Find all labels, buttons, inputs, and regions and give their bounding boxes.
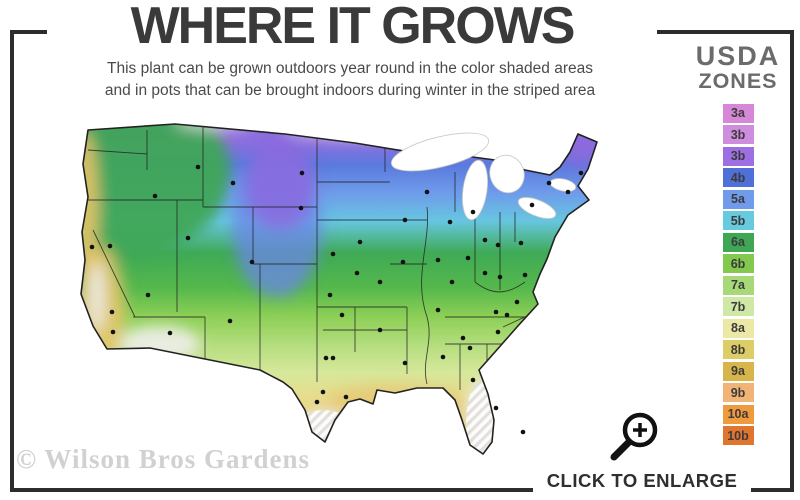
zone-swatch-9b: 9b	[722, 383, 754, 403]
city-dot	[495, 329, 501, 335]
zone-swatch-3a: 3a	[722, 103, 754, 123]
page-title: WHERE IT GROWS	[47, 0, 657, 54]
city-dot	[357, 239, 363, 245]
city-dot	[298, 205, 304, 211]
city-dot	[323, 355, 329, 361]
city-dot	[330, 251, 336, 257]
zone-swatch-9a: 9a	[722, 361, 754, 381]
city-dot	[482, 237, 488, 243]
city-dot	[529, 202, 535, 208]
city-dot	[424, 189, 430, 195]
city-dot	[546, 180, 552, 186]
city-dot	[578, 170, 584, 176]
city-dot	[152, 193, 158, 199]
city-dot	[343, 394, 349, 400]
legend-header-usda: USDA	[695, 41, 781, 71]
city-dot	[470, 209, 476, 215]
city-dot	[514, 299, 520, 305]
usda-zones-legend: USDA ZONES 3a 3b 3b 4b 5a 5b 6a 6b 7a 7b 8a 8b 9a 9b 1…	[688, 42, 788, 448]
city-dot	[377, 327, 383, 333]
city-dot	[109, 309, 115, 315]
watermark: © Wilson Bros Gardens	[16, 444, 310, 474]
zone-color-fill	[81, 124, 597, 454]
zone-swatch-7b: 7b	[722, 297, 754, 317]
city-dot	[467, 345, 473, 351]
zone-swatch-5b: 5b	[722, 211, 754, 231]
city-dot	[320, 389, 326, 395]
zone-swatch-6a: 6a	[722, 232, 754, 252]
city-dot	[440, 354, 446, 360]
city-dot	[495, 242, 501, 248]
city-dot	[449, 279, 455, 285]
click-to-enlarge-button[interactable]: CLICK TO ENLARGE	[533, 466, 751, 496]
city-dot	[314, 399, 320, 405]
city-dot	[227, 318, 233, 324]
subtitle-line-1: This plant can be grown outdoors year ro…	[107, 60, 593, 77]
city-dot	[167, 330, 173, 336]
city-dot	[249, 259, 255, 265]
city-dot	[195, 164, 201, 170]
city-dot	[402, 217, 408, 223]
city-dot	[470, 377, 476, 383]
zone-swatch-8a: 8a	[722, 318, 754, 338]
zone-swatch-10b: 10b	[722, 426, 754, 446]
zone-swatch-3b: 3b	[722, 146, 754, 166]
city-dot	[447, 219, 453, 225]
city-dot	[110, 329, 116, 335]
state-borders	[83, 124, 541, 390]
city-dot	[185, 235, 191, 241]
great-lakes	[390, 132, 577, 221]
magnifier-plus-icon[interactable]	[602, 406, 666, 470]
city-dot	[89, 244, 95, 250]
city-dot	[107, 243, 113, 249]
city-dot	[520, 429, 526, 435]
city-dot	[435, 257, 441, 263]
city-dot	[354, 270, 360, 276]
zone-swatch-7a: 7a	[722, 275, 754, 295]
zone-swatch-3b: 3b	[722, 125, 754, 145]
city-dot	[518, 240, 524, 246]
city-dot	[504, 312, 510, 318]
city-dot	[435, 307, 441, 313]
subtitle-line-2: and in pots that can be brought indoors …	[104, 82, 596, 100]
city-dot	[482, 270, 488, 276]
city-dot	[497, 274, 503, 280]
city-dot	[493, 405, 499, 411]
city-dot	[230, 180, 236, 186]
city-dot	[330, 355, 336, 361]
city-dot	[400, 259, 406, 265]
zone-swatch-6b: 6b	[722, 254, 754, 274]
city-dot	[493, 309, 499, 315]
city-dot	[402, 360, 408, 366]
city-dot	[377, 279, 383, 285]
subtitle: This plant can be grown outdoors year ro…	[10, 58, 690, 103]
city-dot	[339, 312, 345, 318]
city-dot	[145, 292, 151, 298]
city-dot	[465, 255, 471, 261]
city-dot	[565, 189, 571, 195]
zone-swatch-4b: 4b	[722, 168, 754, 188]
zone-swatch-5a: 5a	[722, 189, 754, 209]
zone-swatch-list: 3a 3b 3b 4b 5a 5b 6a 6b 7a 7b 8a 8b 9a 9b 10a 10b	[688, 103, 788, 446]
city-dot	[327, 292, 333, 298]
city-dot	[522, 272, 528, 278]
zone-swatch-8b: 8b	[722, 340, 754, 360]
city-dot	[460, 335, 466, 341]
legend-header-zones: ZONES	[698, 69, 778, 94]
zone-swatch-10a: 10a	[722, 404, 754, 424]
city-dot	[299, 170, 305, 176]
city-dots	[89, 164, 584, 435]
usda-zone-map[interactable]	[55, 112, 667, 464]
